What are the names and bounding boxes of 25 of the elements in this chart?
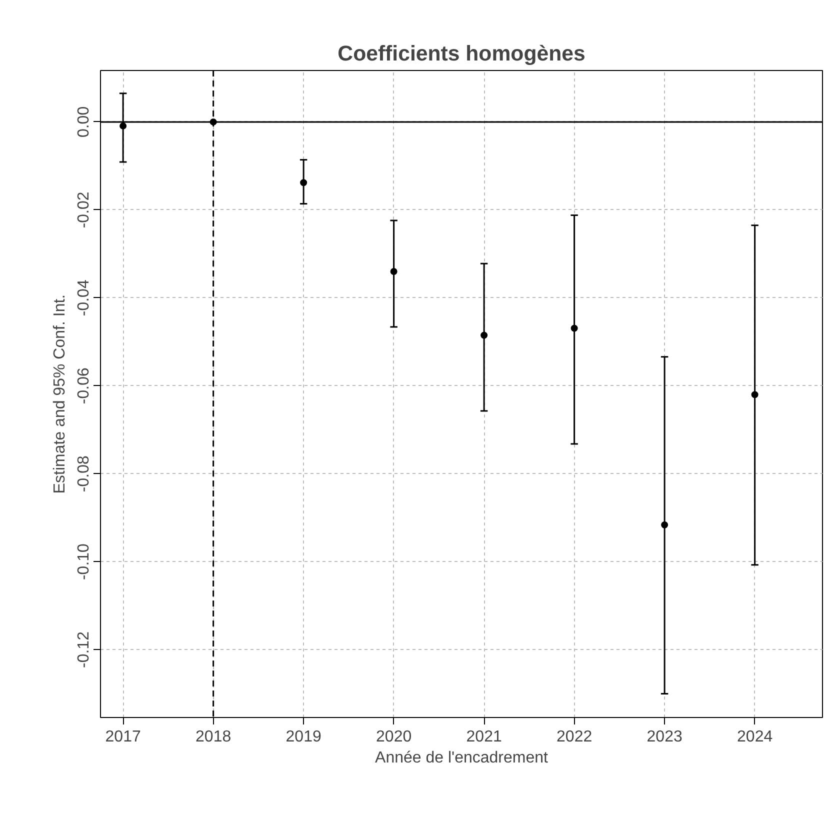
y-axis-title: Estimate and 95% Conf. Int. [52, 294, 68, 494]
x-tick-label: 2019 [286, 728, 322, 746]
y-tick-label: -0.12 [76, 631, 92, 668]
y-tick-label: -0.02 [76, 192, 92, 228]
point [390, 268, 398, 275]
x-tick-label: 2021 [466, 728, 502, 746]
point [661, 521, 668, 528]
point [570, 324, 578, 332]
point [300, 179, 308, 186]
point [751, 391, 758, 398]
y-tick-label: -0.10 [76, 543, 92, 580]
y-tick-label: 0.00 [76, 106, 92, 138]
x-tick-label: 2018 [196, 728, 232, 746]
x-tick-label: 2024 [737, 728, 773, 746]
point [120, 122, 127, 130]
y-tick-label: -0.06 [76, 368, 92, 404]
x-tick-label: 2020 [376, 728, 412, 746]
x-tick-label: 2023 [646, 728, 682, 746]
point [480, 332, 488, 339]
y-tick-label: -0.04 [76, 280, 92, 316]
chart-title: Coefficients homogènes [338, 42, 586, 66]
x-tick-label: 2022 [556, 728, 592, 746]
y-tick-label: -0.08 [76, 455, 92, 492]
x-tick-label: 2017 [105, 728, 141, 746]
x-axis-title: Année de l'encadrement [375, 750, 549, 766]
